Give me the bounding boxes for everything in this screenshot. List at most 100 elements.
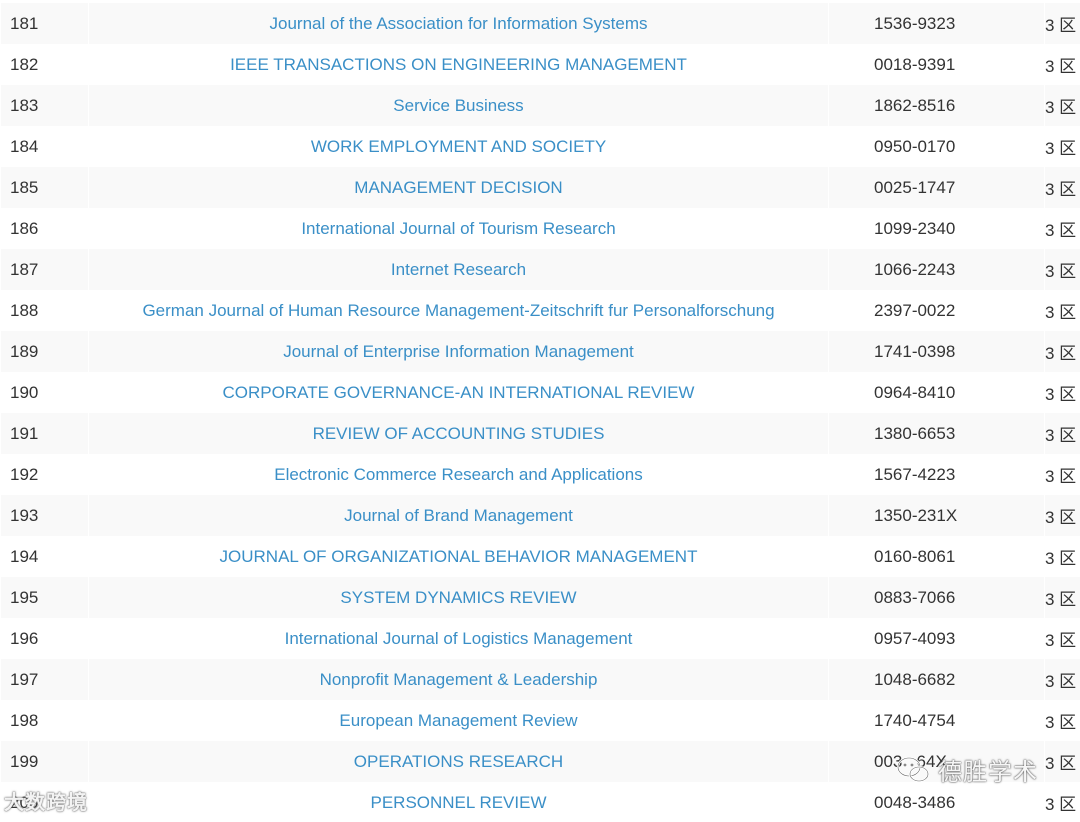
journal-title-link[interactable]: Nonprofit Management & Leadership bbox=[319, 669, 598, 689]
rank-cell: 184 bbox=[0, 126, 89, 167]
zone-cell: 3 区 bbox=[1044, 290, 1080, 331]
journal-title-link[interactable]: Internet Research bbox=[390, 259, 527, 279]
zone-cell: 3 区 bbox=[1044, 126, 1080, 167]
journal-title-link[interactable]: OPERATIONS RESEARCH bbox=[353, 751, 564, 771]
issn-cell: 1048-6682 bbox=[828, 659, 1045, 700]
journal-title-link[interactable]: German Journal of Human Resource Managem… bbox=[142, 300, 775, 320]
zone-cell: 3 区 bbox=[1044, 782, 1080, 822]
table-row: 198 European Management Review 1740-4754 3 … bbox=[0, 700, 1080, 741]
journal-title-cell: WORK EMPLOYMENT AND SOCIETY bbox=[88, 126, 829, 167]
journal-title-cell: PERSONNEL REVIEW bbox=[88, 782, 829, 822]
journal-title-cell: MANAGEMENT DECISION bbox=[88, 167, 829, 208]
zone-cell: 3 区 bbox=[1044, 618, 1080, 659]
issn-cell: 2397-0022 bbox=[828, 290, 1045, 331]
issn-cell: 1862-8516 bbox=[828, 85, 1045, 126]
zone-cell: 3 区 bbox=[1044, 208, 1080, 249]
journal-title-cell: German Journal of Human Resource Managem… bbox=[88, 290, 829, 331]
table-row: 199 OPERATIONS RESEARCH 003 64X 3 区 bbox=[0, 741, 1080, 782]
journal-title-cell: International Journal of Logistics Manag… bbox=[88, 618, 829, 659]
journal-title-link[interactable]: SYSTEM DYNAMICS REVIEW bbox=[340, 587, 577, 607]
journal-title-link[interactable]: International Journal of Logistics Manag… bbox=[284, 628, 633, 648]
issn-cell: 0018-9391 bbox=[828, 44, 1045, 85]
rank-cell: 197 bbox=[0, 659, 89, 700]
journal-title-cell: IEEE TRANSACTIONS ON ENGINEERING MANAGEM… bbox=[88, 44, 829, 85]
issn-cell: 1536-9323 bbox=[828, 3, 1045, 44]
issn-cell: 1567-4223 bbox=[828, 454, 1045, 495]
zone-cell: 3 区 bbox=[1044, 495, 1080, 536]
journal-title-cell: Electronic Commerce Research and Applica… bbox=[88, 454, 829, 495]
issn-cell: 0025-1747 bbox=[828, 167, 1045, 208]
zone-cell: 3 区 bbox=[1044, 249, 1080, 290]
rank-cell: 185 bbox=[0, 167, 89, 208]
journal-title-link[interactable]: Service Business bbox=[393, 95, 524, 115]
journal-title-link[interactable]: CORPORATE GOVERNANCE-AN INTERNATIONAL RE… bbox=[222, 382, 695, 402]
rank-cell: 200 bbox=[0, 782, 89, 822]
rank-cell: 182 bbox=[0, 44, 89, 85]
rank-cell: 195 bbox=[0, 577, 89, 618]
table-row: 185 MANAGEMENT DECISION 0025-1747 3 区 bbox=[0, 167, 1080, 208]
journal-title-link[interactable]: Electronic Commerce Research and Applica… bbox=[274, 464, 643, 484]
zone-cell: 3 区 bbox=[1044, 577, 1080, 618]
journal-title-cell: Internet Research bbox=[88, 249, 829, 290]
zone-cell: 3 区 bbox=[1044, 85, 1080, 126]
journal-title-link[interactable]: Journal of Brand Management bbox=[344, 505, 573, 525]
journal-title-cell: Service Business bbox=[88, 85, 829, 126]
rank-cell: 189 bbox=[0, 331, 89, 372]
table-row: 188 German Journal of Human Resource Mana… bbox=[0, 290, 1080, 331]
journal-title-link[interactable]: European Management Review bbox=[339, 710, 578, 730]
zone-cell: 3 区 bbox=[1044, 331, 1080, 372]
journal-title-link[interactable]: Journal of the Association for Informati… bbox=[269, 13, 648, 33]
zone-cell: 3 区 bbox=[1044, 372, 1080, 413]
zone-cell: 3 区 bbox=[1044, 167, 1080, 208]
issn-cell: 1741-0398 bbox=[828, 331, 1045, 372]
issn-cell: 1740-4754 bbox=[828, 700, 1045, 741]
journal-title-link[interactable]: JOURNAL OF ORGANIZATIONAL BEHAVIOR MANAG… bbox=[219, 546, 698, 566]
table-row: 187 Internet Research 1066-2243 3 区 bbox=[0, 249, 1080, 290]
table-row: 183 Service Business 1862-8516 3 区 bbox=[0, 85, 1080, 126]
issn-cell: 0957-4093 bbox=[828, 618, 1045, 659]
journal-title-cell: Journal of Brand Management bbox=[88, 495, 829, 536]
issn-cell: 0964-8410 bbox=[828, 372, 1045, 413]
journal-title-cell: REVIEW OF ACCOUNTING STUDIES bbox=[88, 413, 829, 454]
zone-cell: 3 区 bbox=[1044, 44, 1080, 85]
journal-title-link[interactable]: REVIEW OF ACCOUNTING STUDIES bbox=[312, 423, 605, 443]
rank-cell: 191 bbox=[0, 413, 89, 454]
table-row: 192 Electronic Commerce Research and Appl… bbox=[0, 454, 1080, 495]
issn-cell: 003 64X bbox=[828, 741, 1045, 782]
journal-title-link[interactable]: Journal of Enterprise Information Manage… bbox=[283, 341, 634, 361]
zone-cell: 3 区 bbox=[1044, 454, 1080, 495]
zone-cell: 3 区 bbox=[1044, 700, 1080, 741]
journal-title-cell: International Journal of Tourism Researc… bbox=[88, 208, 829, 249]
zone-cell: 3 区 bbox=[1044, 741, 1080, 782]
issn-cell: 1350-231X bbox=[828, 495, 1045, 536]
journal-title-link[interactable]: International Journal of Tourism Researc… bbox=[301, 218, 616, 238]
table-body: 181 Journal of the Association for Inform… bbox=[0, 3, 1080, 822]
rank-cell: 193 bbox=[0, 495, 89, 536]
journal-title-cell: SYSTEM DYNAMICS REVIEW bbox=[88, 577, 829, 618]
journal-title-cell: Nonprofit Management & Leadership bbox=[88, 659, 829, 700]
issn-cell: 0883-7066 bbox=[828, 577, 1045, 618]
rank-cell: 196 bbox=[0, 618, 89, 659]
rank-cell: 188 bbox=[0, 290, 89, 331]
journal-title-link[interactable]: PERSONNEL REVIEW bbox=[370, 792, 547, 812]
table-row: 190 CORPORATE GOVERNANCE-AN INTERNATIONAL… bbox=[0, 372, 1080, 413]
journal-ranking-table: 181 Journal of the Association for Inform… bbox=[0, 3, 1080, 822]
table-row: 182 IEEE TRANSACTIONS ON ENGINEERING MANA… bbox=[0, 44, 1080, 85]
rank-cell: 186 bbox=[0, 208, 89, 249]
zone-cell: 3 区 bbox=[1044, 3, 1080, 44]
journal-title-link[interactable]: WORK EMPLOYMENT AND SOCIETY bbox=[310, 136, 607, 156]
table-row: 189 Journal of Enterprise Information Man… bbox=[0, 331, 1080, 372]
table-row: 191 REVIEW OF ACCOUNTING STUDIES 1380-6653… bbox=[0, 413, 1080, 454]
table-row: 200 PERSONNEL REVIEW 0048-3486 3 区 bbox=[0, 782, 1080, 822]
table-row: 197 Nonprofit Management & Leadership 1048… bbox=[0, 659, 1080, 700]
table-row: 196 International Journal of Logistics Ma… bbox=[0, 618, 1080, 659]
issn-cell: 1066-2243 bbox=[828, 249, 1045, 290]
journal-title-cell: Journal of Enterprise Information Manage… bbox=[88, 331, 829, 372]
issn-cell: 0950-0170 bbox=[828, 126, 1045, 167]
rank-cell: 183 bbox=[0, 85, 89, 126]
journal-title-link[interactable]: MANAGEMENT DECISION bbox=[354, 177, 563, 197]
rank-cell: 199 bbox=[0, 741, 89, 782]
journal-title-link[interactable]: IEEE TRANSACTIONS ON ENGINEERING MANAGEM… bbox=[230, 54, 687, 74]
journal-title-cell: CORPORATE GOVERNANCE-AN INTERNATIONAL RE… bbox=[88, 372, 829, 413]
